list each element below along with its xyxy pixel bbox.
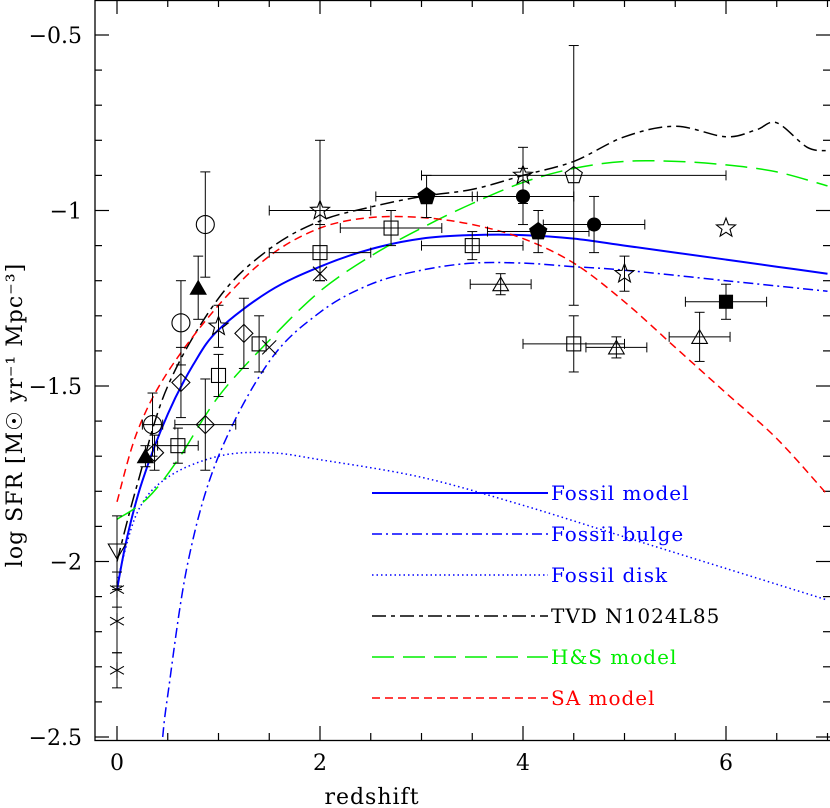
marker-triangle: [491, 276, 510, 292]
data-point-cross: [312, 266, 328, 282]
y-tick-label: −2.5: [29, 726, 82, 751]
data-point-square: [421, 231, 524, 261]
y-axis-label: log SFR [M☉ yr⁻¹ Mpc⁻³]: [3, 263, 28, 567]
marker-square: [718, 294, 734, 309]
data-point-triangle: [189, 255, 207, 320]
x-tick-label: 2: [313, 751, 327, 776]
data-point-star5: [207, 304, 230, 348]
marker-square: [210, 367, 227, 384]
data-point-diamond: [171, 346, 191, 419]
marker-asterisk-stroke: [109, 616, 125, 626]
y-tick-label: −0.5: [29, 24, 82, 49]
data-point-triangle: [585, 336, 648, 359]
marker-star: [309, 198, 331, 220]
marker-pentagon: [564, 165, 583, 184]
marker-star: [613, 262, 636, 284]
marker-diamond: [234, 323, 254, 344]
x-axis-label: redshift: [324, 785, 419, 808]
marker-pentagon: [417, 186, 436, 205]
series-fossil-disk: [116, 451, 828, 601]
y-tick-label: −1: [50, 200, 82, 225]
data-point-triangle: [469, 273, 532, 296]
data-point-pentagon: [375, 174, 478, 219]
marker-diamond: [171, 372, 191, 393]
axes-frame: [94, 0, 830, 742]
marker-diamond: [144, 442, 165, 463]
x-tick-label: 0: [110, 751, 124, 776]
marker-square: [566, 336, 582, 352]
series-fossil-bulge: [161, 261, 828, 738]
legend-label-h-s-model: H&S model: [551, 645, 677, 669]
legend-label-fossil-bulge: Fossil bulge: [551, 522, 684, 546]
data-point-diamond: [144, 434, 165, 471]
x-tick-label: 4: [516, 751, 530, 776]
marker-circle: [586, 217, 602, 232]
legend-label-sa-model: SA model: [551, 686, 656, 710]
marker-cross-stroke: [312, 266, 328, 282]
series-tvd-n1024l85: [116, 121, 828, 562]
data-point-cross: [261, 340, 277, 355]
data-point-star5: [613, 255, 636, 292]
data-point-star6: [109, 589, 125, 654]
legend-label-fossil-disk: Fossil disk: [551, 563, 668, 587]
data-point-circle: [542, 195, 646, 254]
data-point-circle: [195, 171, 215, 278]
marker-cross-stroke: [261, 340, 277, 355]
data-point-star5: [268, 139, 372, 282]
marker-square: [383, 220, 399, 236]
data-point-triangle-down: [107, 515, 127, 587]
marker-diamond: [195, 414, 216, 435]
data-point-circle: [471, 167, 575, 226]
marker-asterisk-stroke: [109, 665, 125, 675]
observations: [107, 45, 768, 689]
series-h-s-model: [116, 159, 828, 521]
data-point-pentagon: [486, 210, 590, 254]
data-point-diamond: [234, 297, 254, 369]
model-curves: [116, 121, 829, 738]
marker-star: [207, 314, 230, 336]
data-point-pentagon: [421, 45, 727, 306]
marker-square: [251, 336, 267, 352]
data-point-triangle: [668, 311, 731, 362]
y-tick-label: −1.5: [29, 375, 82, 400]
plot-frame: [94, 0, 830, 742]
data-point-square: [339, 210, 443, 247]
marker-circle: [515, 189, 531, 204]
marker-circle: [142, 415, 163, 435]
data-point-square: [157, 427, 199, 464]
data-point-square: [522, 315, 625, 373]
series-fossil-model: [116, 233, 828, 590]
marker-circle: [171, 313, 191, 333]
marker-square: [170, 438, 186, 454]
x-tick-label: 6: [719, 751, 733, 776]
marker-triangle: [189, 279, 207, 295]
legend-label-tvd-n1024l85: TVD N1024L85: [551, 604, 720, 628]
marker-triangle-down: [107, 543, 127, 561]
marker-star: [714, 216, 738, 238]
data-point-diamond: [174, 378, 237, 471]
data-point-square: [210, 353, 227, 398]
marker-pentagon: [529, 221, 548, 240]
marker-triangle: [607, 339, 626, 355]
marker-triangle: [690, 328, 709, 344]
legend-label-fossil-model: Fossil model: [551, 481, 690, 505]
y-tick-label: −2: [50, 551, 82, 576]
data-point-star6: [109, 652, 125, 689]
data-point-square: [251, 315, 267, 373]
marker-circle: [195, 214, 215, 235]
legend: Fossil model Fossil bulge Fossil disk TVD N…: [372, 481, 720, 710]
data-point-square: [684, 283, 768, 320]
axis-ticks: 0 2 4 6 −0.5 −1 −1.5 −2 −2.5: [29, 0, 830, 776]
marker-square: [464, 238, 480, 254]
data-point-star5: [714, 216, 738, 238]
